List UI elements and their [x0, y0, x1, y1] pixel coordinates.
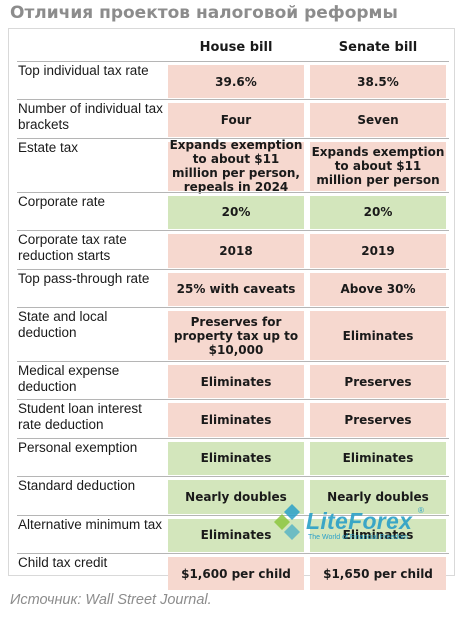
- house-bill-cell: 39.6%: [168, 65, 304, 99]
- senate-bill-cell: $1,650 per child: [310, 557, 446, 591]
- house-bill-cell: 25% with caveats: [168, 272, 304, 306]
- senate-bill-cell: Preserves: [310, 403, 446, 437]
- table-row: State and local deduction Preserves for p…: [17, 307, 449, 361]
- table-row: Medical expense deduction Eliminates Prese…: [17, 361, 449, 399]
- senate-bill-cell: 2019: [310, 234, 446, 268]
- house-bill-cell: 2018: [168, 234, 304, 268]
- table-row: Standard deduction Nearly doubles Nearly d…: [17, 476, 449, 514]
- house-bill-cell: 20%: [168, 195, 304, 230]
- table-row: Corporate tax rate reduction starts 2018 2…: [17, 230, 449, 268]
- senate-bill-cell: Seven: [310, 103, 446, 137]
- table-row: Corporate rate 20% 20%: [17, 191, 449, 230]
- liteforex-watermark: LiteForex ® The World of Financial Freed…: [270, 500, 430, 560]
- table-row: Student loan interest rate deduction Elim…: [17, 399, 449, 437]
- watermark-name: LiteForex: [306, 508, 413, 534]
- house-bill-cell: $1,600 per child: [168, 557, 304, 591]
- column-header-house: House bill: [199, 40, 273, 55]
- liteforex-logo-icon: [274, 504, 300, 540]
- row-label: Medical expense deduction: [18, 363, 120, 394]
- house-bill-cell: Nearly doubles: [168, 480, 304, 514]
- row-label: Standard deduction: [18, 478, 136, 494]
- row-label: Estate tax: [18, 139, 79, 155]
- row-label: Top individual tax rate: [18, 63, 149, 78]
- source-note: Источник: Wall Street Journal.: [10, 592, 212, 608]
- house-bill-cell: Eliminates: [168, 403, 304, 437]
- senate-bill-cell: 38.5%: [310, 65, 446, 99]
- table-row: Estate tax Expands exemption to about $11…: [17, 137, 449, 195]
- watermark-registered: ®: [418, 506, 424, 515]
- row-label: Corporate tax rate reduction starts: [18, 232, 127, 263]
- row-label: State and local deduction: [18, 309, 108, 340]
- table-row: Top pass-through rate 25% with caveats Abo…: [17, 268, 449, 307]
- table-row: Top individual tax rate 39.6% 38.5%: [17, 61, 449, 99]
- senate-bill-cell: Eliminates: [310, 441, 446, 476]
- house-bill-cell: Preserves for property tax up to $10,000: [168, 311, 304, 360]
- house-bill-cell: Eliminates: [168, 365, 304, 399]
- table-row: Personal exemption Eliminates Eliminates: [17, 437, 449, 476]
- row-label: Top pass-through rate: [18, 270, 150, 286]
- senate-bill-cell: Eliminates: [310, 311, 446, 360]
- row-label: Child tax credit: [18, 555, 108, 570]
- senate-bill-cell: 20%: [310, 195, 446, 230]
- row-label: Number of individual tax brackets: [18, 101, 163, 132]
- house-bill-cell: Eliminates: [168, 441, 304, 476]
- senate-bill-cell: Eliminates: [310, 518, 446, 552]
- senate-bill-cell: Above 30%: [310, 272, 446, 306]
- table-row: Number of individual tax brackets Four Sev…: [17, 99, 449, 137]
- table-row: Child tax credit $1,600 per child $1,650 p…: [17, 553, 449, 591]
- watermark-tagline: The World of Financial Freedom: [308, 534, 408, 541]
- column-header-senate: Senate bill: [338, 40, 418, 55]
- senate-bill-cell: Expands exemption to about $11 million p…: [310, 141, 446, 191]
- page-title: Отличия проектов налоговой реформы: [10, 3, 398, 23]
- row-label: Corporate rate: [18, 193, 106, 209]
- senate-bill-cell: Nearly doubles: [310, 480, 446, 514]
- house-bill-cell: Expands exemption to about $11 million p…: [168, 138, 304, 195]
- row-label: Alternative minimum tax: [18, 516, 163, 532]
- senate-bill-cell: Preserves: [310, 365, 446, 399]
- row-label: Student loan interest rate deduction: [18, 401, 142, 432]
- house-bill-cell: Four: [168, 103, 304, 137]
- row-label: Personal exemption: [18, 439, 138, 455]
